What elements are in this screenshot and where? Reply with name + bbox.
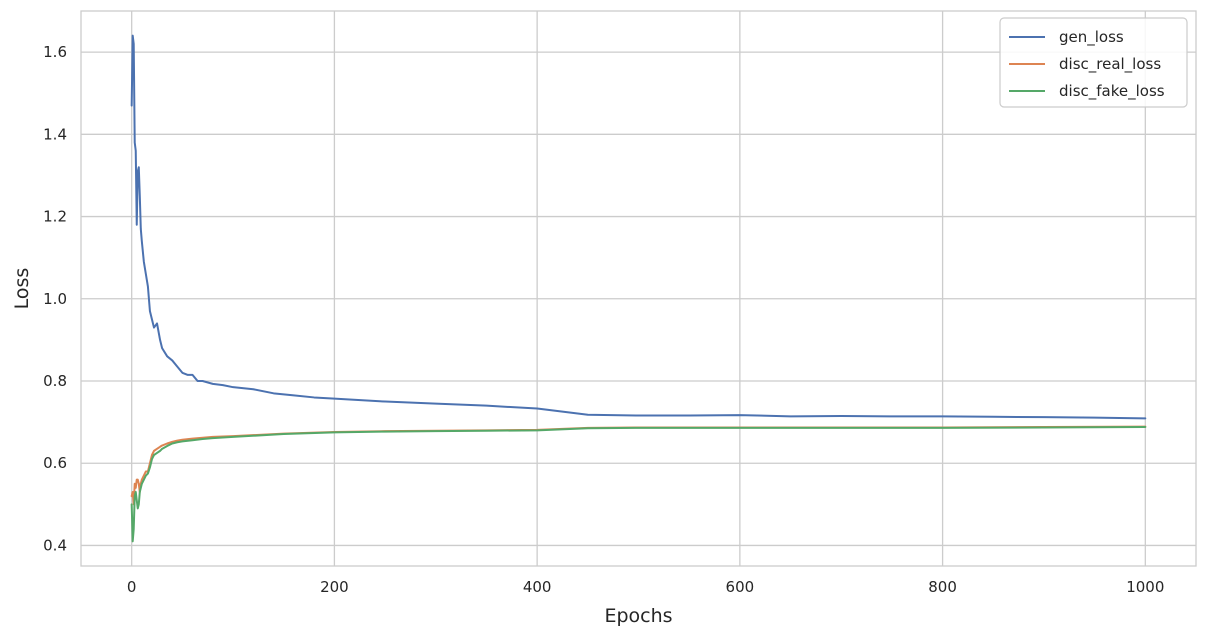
plot-frame <box>80 10 1197 567</box>
y-tick-label: 0.4 <box>43 536 67 554</box>
y-tick-label: 0.8 <box>43 372 67 390</box>
y-tick-label: 1.6 <box>43 43 67 61</box>
x-tick-label: 800 <box>928 578 957 596</box>
y-tick-labels: 0.4 0.6 0.8 1.0 1.2 1.4 1.6 <box>43 43 67 554</box>
legend-entry-label: disc_fake_loss <box>1059 82 1165 101</box>
y-tick-label: 1.0 <box>43 290 67 308</box>
x-tick-label: 600 <box>726 578 755 596</box>
x-tick-labels: 0 200 400 600 800 1000 <box>127 578 1165 596</box>
y-tick-label: 1.4 <box>43 125 67 143</box>
y-axis-label: Loss <box>11 268 33 310</box>
y-tick-label: 0.6 <box>43 454 67 472</box>
x-tick-label: 200 <box>320 578 349 596</box>
legend: gen_loss disc_real_loss disc_fake_loss <box>999 17 1188 108</box>
x-tick-label: 1000 <box>1126 578 1164 596</box>
series-line-disc-fake-loss <box>130 426 1147 543</box>
legend-entry-label: gen_loss <box>1059 28 1124 47</box>
x-axis-label: Epochs <box>604 605 672 627</box>
y-tick-label: 1.2 <box>43 208 67 226</box>
legend-entry-label: disc_real_loss <box>1059 55 1161 74</box>
series-line-gen-loss <box>130 34 1147 420</box>
x-tick-label: 400 <box>523 578 552 596</box>
series-layer <box>130 34 1147 543</box>
legend-box <box>999 17 1188 108</box>
x-tick-label: 0 <box>127 578 137 596</box>
series-line-disc-real-loss <box>130 425 1147 506</box>
